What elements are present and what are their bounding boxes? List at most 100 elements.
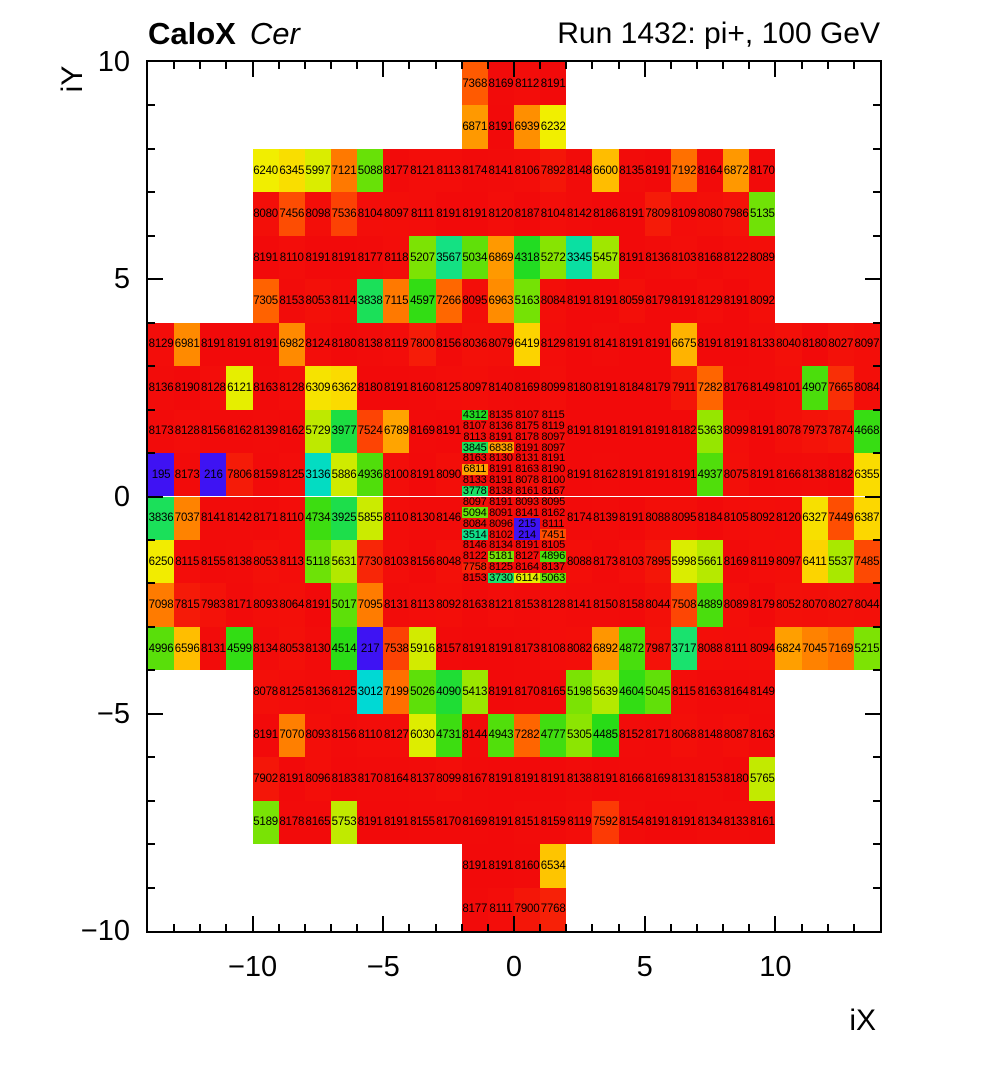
heatmap-cell: 8191 bbox=[566, 409, 593, 454]
tick-mark bbox=[173, 62, 176, 69]
heatmap-cell: 3717 bbox=[670, 626, 697, 671]
heatmap-cell: 8138 bbox=[487, 485, 514, 498]
tick-mark bbox=[669, 62, 672, 69]
heatmap-cell: 8048 bbox=[435, 539, 462, 584]
heatmap-cell: 8191 bbox=[252, 713, 279, 758]
x-tick-label: 10 bbox=[759, 951, 792, 983]
tick-mark bbox=[486, 924, 489, 931]
tick-mark bbox=[148, 495, 163, 498]
heatmap-cell: 8191 bbox=[435, 409, 462, 454]
heatmap-cell: 8170 bbox=[357, 757, 384, 801]
tick-mark bbox=[148, 147, 155, 150]
heatmap-cell: 8068 bbox=[670, 713, 697, 758]
tick-mark bbox=[148, 625, 155, 628]
heatmap-cell: 8165 bbox=[304, 800, 331, 845]
heatmap-cell: 6596 bbox=[174, 626, 201, 671]
heatmap-cell: 8187 bbox=[514, 192, 541, 236]
heatmap-cell: 8191 bbox=[514, 539, 541, 552]
heatmap-cell: 7305 bbox=[252, 279, 279, 323]
heatmap-cell: 8064 bbox=[278, 583, 305, 627]
heatmap-cell: 7045 bbox=[801, 626, 828, 671]
heatmap-cell: 8088 bbox=[566, 539, 593, 584]
heatmap-cell: 8184 bbox=[618, 366, 645, 410]
heatmap-cell: 8191 bbox=[566, 453, 593, 497]
heatmap-cell: 4604 bbox=[618, 670, 645, 714]
heatmap-cell: 8191 bbox=[644, 409, 671, 454]
heatmap-cell: 8179 bbox=[644, 279, 671, 323]
heatmap-cell: 8103 bbox=[670, 235, 697, 280]
heatmap-cell: 6811 bbox=[461, 463, 488, 476]
heatmap-cell: 8191 bbox=[487, 800, 514, 845]
heatmap-cell: 8163 bbox=[697, 670, 724, 714]
heatmap-cell: 6675 bbox=[670, 322, 697, 367]
heatmap-cell: 8107 bbox=[514, 409, 541, 422]
tick-mark bbox=[408, 924, 411, 931]
tick-mark bbox=[617, 924, 620, 931]
heatmap-cell: 8191 bbox=[540, 62, 567, 106]
heatmap-cell: 8053 bbox=[278, 626, 305, 671]
heatmap-cell: 8191 bbox=[226, 322, 253, 367]
heatmap-cell: 8171 bbox=[252, 496, 279, 540]
heatmap-cell: 8138 bbox=[566, 757, 593, 801]
heatmap-cell: 6869 bbox=[487, 235, 514, 280]
heatmap-cell: 8103 bbox=[618, 539, 645, 584]
heatmap-cell: 8113 bbox=[278, 539, 305, 584]
heatmap-cell: 8128 bbox=[278, 366, 305, 410]
heatmap-cell: 7095 bbox=[357, 583, 384, 627]
heatmap: 7368 8169 8112 8191 6871 8191 6939 6232 6240 6345… bbox=[148, 62, 880, 931]
heatmap-cell: 5998 bbox=[670, 539, 697, 584]
heatmap-cell: 8191 bbox=[644, 453, 671, 497]
heatmap-cell: 4937 bbox=[697, 453, 724, 497]
tick-mark bbox=[225, 62, 228, 69]
heatmap-cell: 8171 bbox=[226, 583, 253, 627]
tick-mark bbox=[148, 582, 155, 585]
heatmap-cell: 7192 bbox=[670, 148, 697, 193]
heatmap-cell: 8155 bbox=[409, 800, 436, 845]
heatmap-cell: 5215 bbox=[853, 626, 880, 671]
detector-name-label: CaloX bbox=[148, 16, 236, 51]
tick-mark bbox=[873, 408, 880, 411]
heatmap-cell: 8059 bbox=[618, 279, 645, 323]
heatmap-cell: 8161 bbox=[749, 800, 776, 845]
heatmap-cell: 8111 bbox=[723, 626, 750, 671]
heatmap-cell: 6963 bbox=[487, 279, 514, 323]
heatmap-cell: 8110 bbox=[278, 235, 305, 280]
heatmap-cell: 8097 bbox=[383, 192, 410, 236]
tick-mark bbox=[873, 669, 880, 672]
heatmap-cell: 8191 bbox=[278, 757, 305, 801]
heatmap-cell: 8120 bbox=[775, 496, 802, 540]
heatmap-cell: 6240 bbox=[252, 148, 279, 193]
heatmap-cell: 8153 bbox=[697, 757, 724, 801]
heatmap-cell: 8088 bbox=[644, 496, 671, 540]
heatmap-cell: 8125 bbox=[278, 453, 305, 497]
channel-name-label: Cer bbox=[249, 16, 300, 51]
heatmap-cell: 8121 bbox=[409, 148, 436, 193]
heatmap-cell: 8191 bbox=[697, 322, 724, 367]
heatmap-cell: 8144 bbox=[461, 713, 488, 758]
tick-mark bbox=[486, 62, 489, 69]
heatmap-cell: 8163 bbox=[252, 366, 279, 410]
heatmap-cell: 8174 bbox=[566, 496, 593, 540]
heatmap-cell: 6114 bbox=[514, 571, 541, 584]
heatmap-cell: 8124 bbox=[304, 322, 331, 367]
heatmap-cell: 8098 bbox=[304, 192, 331, 236]
heatmap-cell: 5207 bbox=[409, 235, 436, 280]
heatmap-cell: 8130 bbox=[304, 626, 331, 671]
tick-mark bbox=[722, 924, 725, 931]
heatmap-cell: 7115 bbox=[383, 279, 410, 323]
heatmap-cell: 5855 bbox=[357, 496, 384, 540]
run-info-title: Run 1432: pi+, 100 GeV bbox=[557, 17, 880, 50]
tick-mark bbox=[696, 62, 698, 69]
heatmap-cell: 8107 bbox=[461, 419, 488, 432]
heatmap-cell: 8191 bbox=[749, 409, 776, 454]
heatmap-cell: 8053 bbox=[252, 539, 279, 584]
heatmap-cell: 8111 bbox=[409, 192, 436, 236]
heatmap-cell: 6250 bbox=[148, 539, 175, 584]
heatmap-cell: 5997 bbox=[304, 148, 331, 193]
heatmap-cell: 8109 bbox=[670, 192, 697, 236]
heatmap-cell: 8184 bbox=[697, 496, 724, 540]
heatmap-cell: 5631 bbox=[331, 539, 358, 584]
tick-mark bbox=[800, 62, 803, 69]
heatmap-cell: 8191 bbox=[670, 453, 697, 497]
heatmap-cell: 8148 bbox=[566, 148, 593, 193]
